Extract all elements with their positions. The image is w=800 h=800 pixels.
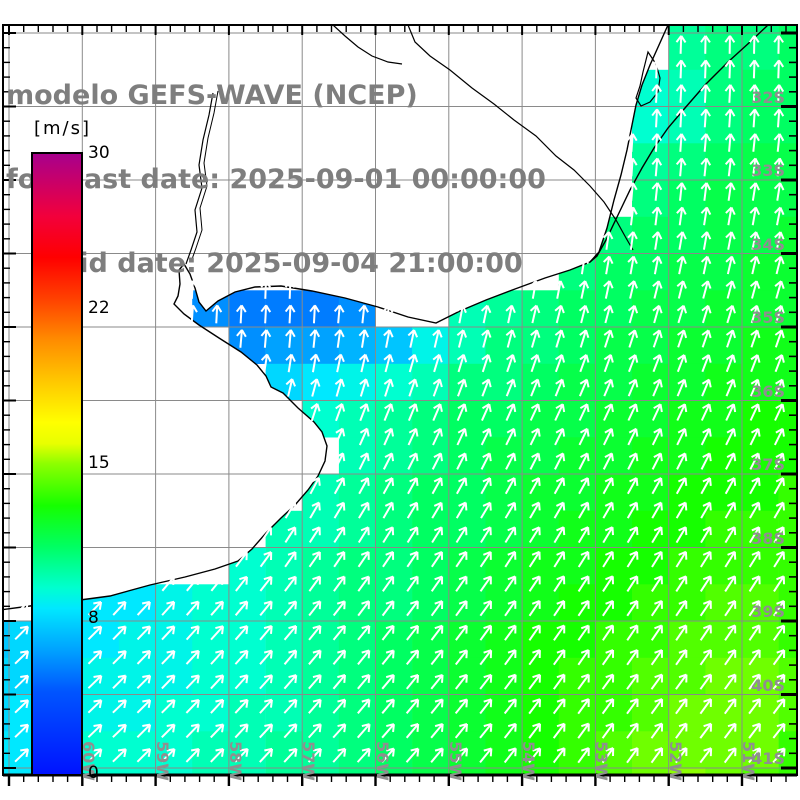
wind-arrows bbox=[14, 35, 786, 764]
uruguay-river bbox=[185, 92, 214, 265]
forecast-date-line: forecast date: 2025-09-01 00:00:00 bbox=[6, 164, 546, 195]
lon-label-56W: 56W bbox=[372, 741, 392, 781]
colorbar-tick-15: 15 bbox=[88, 453, 110, 473]
axis-ticks bbox=[3, 25, 797, 786]
model-title: modelo GEFS-WAVE (NCEP) bbox=[6, 80, 418, 111]
lat-label-41S: 41S bbox=[751, 749, 785, 768]
colorbar-tick-0: 0 bbox=[88, 763, 99, 783]
uruguay-river-bank bbox=[190, 90, 219, 263]
lat-label-33S: 33S bbox=[751, 161, 785, 180]
lat-label-37S: 37S bbox=[751, 455, 785, 474]
coastline bbox=[3, 25, 669, 611]
lat-label-32S: 32S bbox=[751, 87, 785, 107]
negro-river bbox=[332, 25, 403, 65]
lon-label-55W: 55W bbox=[445, 741, 465, 781]
lat-label-40S: 40S bbox=[751, 675, 785, 695]
colorbar-gradient bbox=[31, 152, 83, 776]
colorbar-unit-label: [m/s] bbox=[34, 118, 92, 139]
country-border-line bbox=[407, 25, 634, 251]
lon-label-54W: 54W bbox=[519, 741, 539, 781]
colorbar-tick-8: 8 bbox=[88, 608, 99, 628]
lat-label-36S: 36S bbox=[751, 381, 785, 401]
lon-label-58W: 58W bbox=[225, 741, 245, 781]
graticule bbox=[3, 25, 797, 775]
lon-label-57W: 57W bbox=[299, 741, 319, 781]
valid-date-line: valid date: 2025-09-04 21:00:00 bbox=[6, 248, 523, 279]
title-block: modelo GEFS-WAVE (NCEP) forecast date: 2… bbox=[6, 26, 546, 334]
lon-label-59W: 59W bbox=[152, 741, 172, 781]
lat-label-38S: 38S bbox=[751, 528, 785, 548]
colorbar-tick-22: 22 bbox=[88, 298, 110, 318]
colorbar-tick-30: 30 bbox=[88, 143, 110, 163]
land-mask bbox=[3, 25, 668, 610]
lat-label-34S: 34S bbox=[751, 234, 785, 254]
lon-label-53W: 53W bbox=[592, 741, 612, 781]
lagoon-outline bbox=[635, 50, 661, 107]
lon-label-52W: 52W bbox=[665, 741, 685, 781]
lat-label-35S: 35S bbox=[751, 308, 785, 327]
lat-label-39S: 39S bbox=[751, 602, 785, 621]
